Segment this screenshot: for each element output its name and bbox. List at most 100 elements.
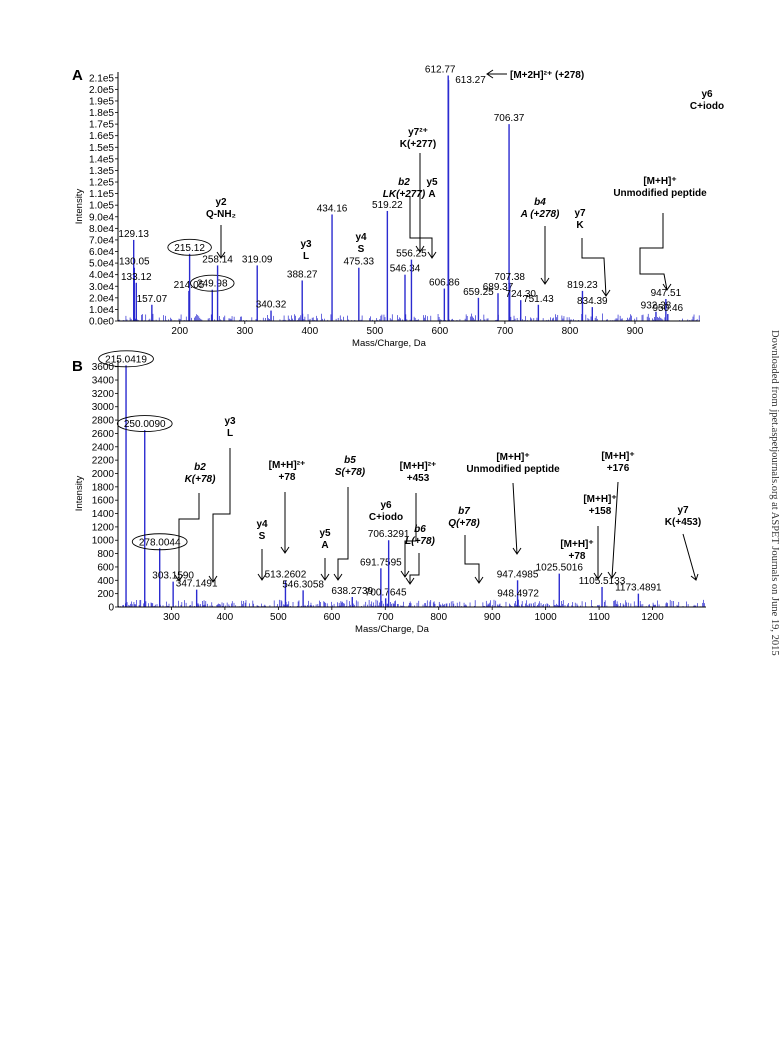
peak-label-691.7595: 691.7595 xyxy=(360,557,402,568)
annotation-arrow xyxy=(486,69,507,79)
annotation-text: b4 xyxy=(534,197,546,208)
annotation-arrow xyxy=(593,526,603,580)
y-tick-label: 1.0e4 xyxy=(89,305,114,316)
annotation-text: y3 xyxy=(300,239,312,250)
peak-label-751.43: 751.43 xyxy=(523,294,554,305)
x-tick-label: 800 xyxy=(562,326,579,337)
annotation-text: +158 xyxy=(589,506,612,517)
annotation-text: [M+2H]²⁺ (+278) xyxy=(510,70,584,81)
annotation-arrow xyxy=(607,481,619,579)
y-axis-title: Intensity xyxy=(74,189,85,225)
peak-label-659.25: 659.25 xyxy=(463,287,494,298)
fragment-annotation: [M+H]⁺Unmodified peptide xyxy=(613,176,707,291)
peak-label-707.38: 707.38 xyxy=(494,272,525,283)
peak-label-947.51: 947.51 xyxy=(651,288,682,299)
fragment-annotation: y7K xyxy=(574,208,611,297)
peak-label-834.39: 834.39 xyxy=(577,296,608,307)
peak-label-157.07: 157.07 xyxy=(137,294,168,305)
annotation-text: y6 xyxy=(701,89,713,100)
download-watermark: Downloaded from jpet.aspetjournals.org a… xyxy=(769,330,779,656)
fragment-annotation: y6C+iodo xyxy=(690,89,724,112)
y-tick-label: 1.8e5 xyxy=(89,108,114,119)
annotation-arrow xyxy=(257,549,267,581)
baseline-noise xyxy=(118,313,700,321)
circled-peak-marker xyxy=(98,350,154,368)
annotation-text: y7²⁺ xyxy=(408,127,428,138)
annotation-text: [M+H]⁺ xyxy=(643,176,676,187)
x-tick-label: 300 xyxy=(236,326,253,337)
annotation-text: L(+78) xyxy=(405,536,435,547)
y-axis-title: Intensity xyxy=(74,476,85,512)
peak-label-606.86: 606.86 xyxy=(429,278,460,289)
y-tick-label: 1.5e5 xyxy=(89,143,114,154)
y-tick-label: 400 xyxy=(97,576,114,587)
peak-label-519.22: 519.22 xyxy=(372,200,403,211)
annotation-text: y7 xyxy=(677,505,689,516)
annotation-arrow xyxy=(581,238,611,297)
annotation-arrow xyxy=(174,493,200,582)
peak-label-1025.5016: 1025.5016 xyxy=(536,563,584,574)
peak-label-303.1590: 303.1590 xyxy=(152,571,194,582)
annotation-arrow xyxy=(464,535,484,584)
annotation-arrow xyxy=(216,225,226,259)
annotation-text: [M+H]⁺ xyxy=(496,452,529,463)
y-tick-label: 1400 xyxy=(92,509,115,520)
fragment-annotation: [M+2H]²⁺ (+278) xyxy=(486,69,584,81)
fragment-annotation: y2Q-NH₂ xyxy=(206,197,236,259)
fragment-annotation: b6L(+78) xyxy=(405,524,436,585)
annotation-arrow xyxy=(512,482,522,555)
peak-label-556.25: 556.25 xyxy=(396,249,427,260)
peak-label-129.13: 129.13 xyxy=(118,229,149,240)
y-tick-label: 600 xyxy=(97,562,114,573)
annotation-text: Unmodified peptide xyxy=(466,464,560,475)
annotation-text: Q-NH₂ xyxy=(206,209,236,220)
fragment-annotation: b2K(+78) xyxy=(174,462,216,582)
annotation-text: C+iodo xyxy=(369,512,403,523)
fragment-annotation: y3L xyxy=(300,239,312,262)
circled-peak-marker xyxy=(190,274,235,292)
circled-peak-marker xyxy=(167,238,212,256)
annotation-text: A xyxy=(321,540,328,551)
annotation-text: y4 xyxy=(355,232,367,243)
x-tick-label: 800 xyxy=(430,612,447,623)
y-tick-label: 1.9e5 xyxy=(89,96,114,107)
y-tick-label: 9.0e4 xyxy=(89,212,114,223)
panel-label: B xyxy=(72,358,83,375)
annotation-text: Unmodified peptide xyxy=(613,188,707,199)
fragment-annotation: [M+H]²⁺+78 xyxy=(269,460,305,554)
annotation-arrow xyxy=(400,493,417,578)
y-tick-label: 2600 xyxy=(92,429,115,440)
y-tick-label: 7.0e4 xyxy=(89,235,114,246)
y-tick-label: 2000 xyxy=(92,469,115,480)
annotation-arrow xyxy=(415,153,425,253)
annotation-text: [M+H]²⁺ xyxy=(400,461,437,472)
annotation-text: y6 xyxy=(380,500,392,511)
x-tick-label: 200 xyxy=(171,326,188,337)
y-tick-label: 800 xyxy=(97,549,114,560)
annotation-text: A xyxy=(428,189,435,200)
annotation-text: S xyxy=(259,531,266,542)
annotation-text: +176 xyxy=(607,463,630,474)
panel-label: A xyxy=(72,67,83,84)
peak-label-950.46: 950.46 xyxy=(652,303,683,314)
annotation-text: S(+78) xyxy=(335,467,366,478)
annotation-text: b5 xyxy=(344,455,356,466)
peak-label-388.27: 388.27 xyxy=(287,269,318,280)
peak-label-1105.5133: 1105.5133 xyxy=(579,576,626,587)
spectrum-panel-a: A129.13130.05133.12157.07214.05215.12249… xyxy=(72,64,724,349)
y-tick-label: 1200 xyxy=(92,522,115,533)
x-axis-title: Mass/Charge, Da xyxy=(355,624,430,635)
y-tick-label: 2.0e5 xyxy=(89,85,114,96)
peak-label-947.4985: 947.4985 xyxy=(497,569,539,580)
x-tick-label: 500 xyxy=(270,612,287,623)
circled-peak-marker xyxy=(116,415,173,433)
y-tick-label: 2.1e5 xyxy=(89,73,114,84)
peak-label-613.27: 613.27 xyxy=(455,75,486,86)
x-tick-label: 400 xyxy=(217,612,234,623)
annotation-text: [M+H]⁺ xyxy=(583,494,616,505)
circled-peak-marker xyxy=(131,533,188,551)
y-tick-label: 1.1e5 xyxy=(89,189,114,200)
y-tick-label: 2400 xyxy=(92,442,115,453)
annotation-text: A (+278) xyxy=(520,209,560,220)
y-tick-label: 0 xyxy=(108,603,114,614)
